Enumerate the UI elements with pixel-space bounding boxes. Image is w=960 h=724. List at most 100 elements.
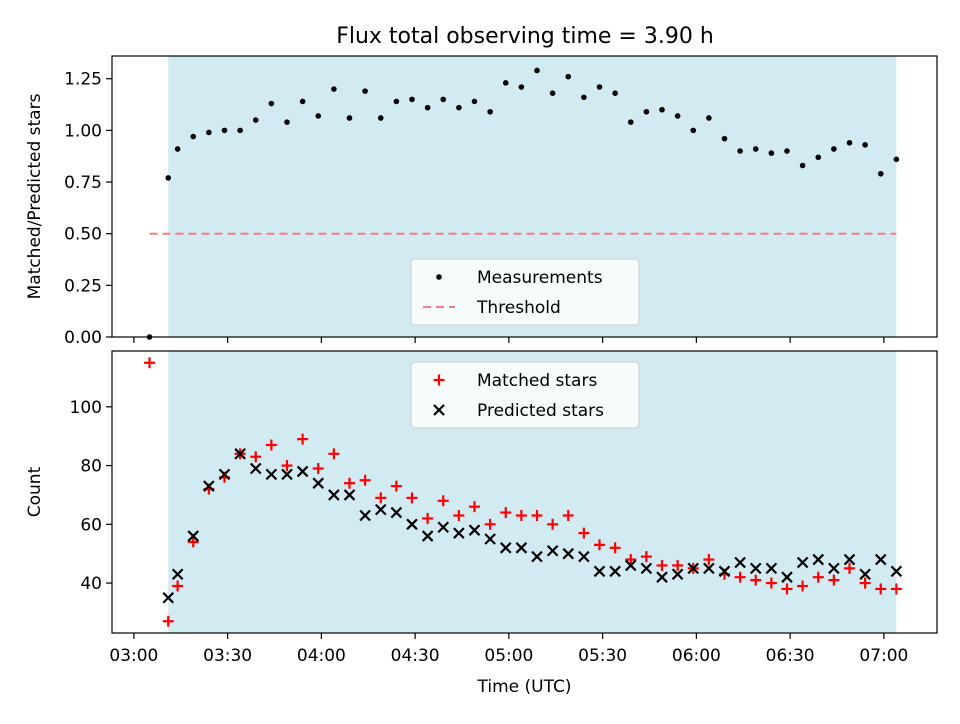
data-point bbox=[609, 565, 621, 578]
data-point bbox=[437, 521, 450, 534]
data-point bbox=[331, 86, 337, 92]
data-point-b bbox=[468, 524, 481, 536]
data-point-b bbox=[390, 506, 403, 519]
data-point bbox=[625, 554, 637, 566]
data-point-b bbox=[734, 556, 746, 569]
data-point bbox=[640, 562, 653, 575]
y-tick-label: 0.75 bbox=[64, 173, 102, 193]
x-tick-label: 05:30 bbox=[578, 646, 627, 666]
figure-title: Flux total observing time = 3.90 h bbox=[336, 24, 714, 49]
data-point bbox=[421, 530, 434, 542]
data-point bbox=[737, 148, 743, 154]
data-point bbox=[687, 562, 700, 575]
data-point bbox=[875, 583, 887, 595]
data-point bbox=[784, 148, 790, 154]
axes-frame bbox=[111, 350, 938, 634]
data-point-b bbox=[765, 562, 778, 575]
data-point bbox=[409, 96, 415, 103]
data-point bbox=[781, 571, 793, 583]
data-point-b bbox=[421, 530, 434, 542]
data-point bbox=[690, 127, 697, 134]
data-point bbox=[312, 463, 324, 474]
data-point bbox=[815, 154, 822, 161]
y-tick-label: 60 bbox=[80, 515, 102, 535]
data-point-b bbox=[453, 527, 465, 539]
data-point bbox=[812, 571, 824, 583]
data-point-b bbox=[515, 542, 528, 554]
data-point bbox=[359, 509, 371, 522]
data-point bbox=[174, 146, 181, 152]
y-tick-label: 1.00 bbox=[64, 121, 102, 141]
data-point-b bbox=[843, 553, 856, 566]
x-tick-label: 06:30 bbox=[766, 646, 815, 666]
data-point-b bbox=[828, 562, 840, 575]
data-point-b bbox=[656, 571, 668, 583]
data-point bbox=[828, 574, 840, 586]
data-point bbox=[469, 501, 480, 513]
data-point bbox=[453, 527, 465, 539]
data-point bbox=[706, 115, 712, 121]
data-point-b bbox=[624, 559, 637, 572]
x-tick-label: 04:30 bbox=[391, 646, 440, 666]
data-point bbox=[703, 554, 715, 566]
data-point-b bbox=[609, 565, 621, 578]
data-point-b bbox=[359, 509, 371, 522]
data-point bbox=[609, 542, 621, 554]
data-point-b bbox=[281, 468, 293, 481]
data-point bbox=[843, 553, 856, 566]
data-point bbox=[721, 135, 728, 142]
data-point-b bbox=[437, 521, 450, 534]
x-tick-label: 07:00 bbox=[859, 646, 908, 666]
x-axis-label: Time (UTC) bbox=[477, 677, 572, 697]
data-point bbox=[612, 90, 618, 96]
data-point bbox=[312, 477, 325, 489]
data-point-b bbox=[484, 533, 496, 545]
data-point bbox=[659, 106, 665, 113]
data-point-b bbox=[890, 565, 903, 578]
data-point bbox=[640, 551, 652, 563]
data-point bbox=[144, 357, 155, 369]
data-point-b bbox=[499, 542, 512, 554]
x-tick-label: 05:00 bbox=[484, 646, 533, 666]
data-point bbox=[406, 492, 418, 504]
data-point bbox=[315, 113, 322, 119]
data-point-b bbox=[796, 556, 809, 569]
data-point-b bbox=[374, 503, 387, 516]
data-point-b bbox=[249, 462, 262, 475]
data-point bbox=[547, 518, 559, 530]
data-point bbox=[671, 568, 684, 581]
data-point bbox=[831, 146, 837, 152]
data-point bbox=[750, 574, 762, 586]
data-point-b bbox=[718, 565, 731, 578]
data-point bbox=[393, 98, 400, 105]
data-point bbox=[268, 100, 275, 107]
legend-label: Threshold bbox=[476, 298, 561, 318]
data-point bbox=[562, 510, 574, 521]
data-point bbox=[162, 615, 174, 627]
data-point bbox=[703, 562, 715, 575]
data-point-b bbox=[874, 553, 887, 566]
data-point bbox=[890, 583, 902, 595]
data-point bbox=[328, 448, 340, 460]
data-point-b bbox=[203, 480, 215, 492]
bottom-panel: 40 60 80 100 03:00 03:30 04:00 04:30 05:00 05:30 0… bbox=[25, 350, 938, 697]
data-point bbox=[578, 550, 590, 563]
data-point bbox=[624, 559, 637, 572]
data-point bbox=[234, 448, 246, 460]
data-point bbox=[890, 565, 903, 578]
data-point bbox=[765, 577, 777, 589]
data-point-b bbox=[328, 489, 340, 501]
series-measurements bbox=[146, 67, 900, 340]
data-point bbox=[456, 104, 462, 111]
data-point bbox=[218, 468, 231, 481]
data-point bbox=[846, 139, 853, 146]
data-point-b bbox=[265, 468, 278, 481]
data-point-b bbox=[546, 544, 559, 557]
data-point bbox=[362, 88, 368, 94]
data-point bbox=[203, 480, 215, 492]
x-tick-label: 06:00 bbox=[672, 646, 721, 666]
data-point-b bbox=[218, 468, 231, 481]
data-point bbox=[502, 80, 509, 86]
data-point bbox=[359, 474, 371, 486]
data-point-b bbox=[312, 477, 325, 489]
